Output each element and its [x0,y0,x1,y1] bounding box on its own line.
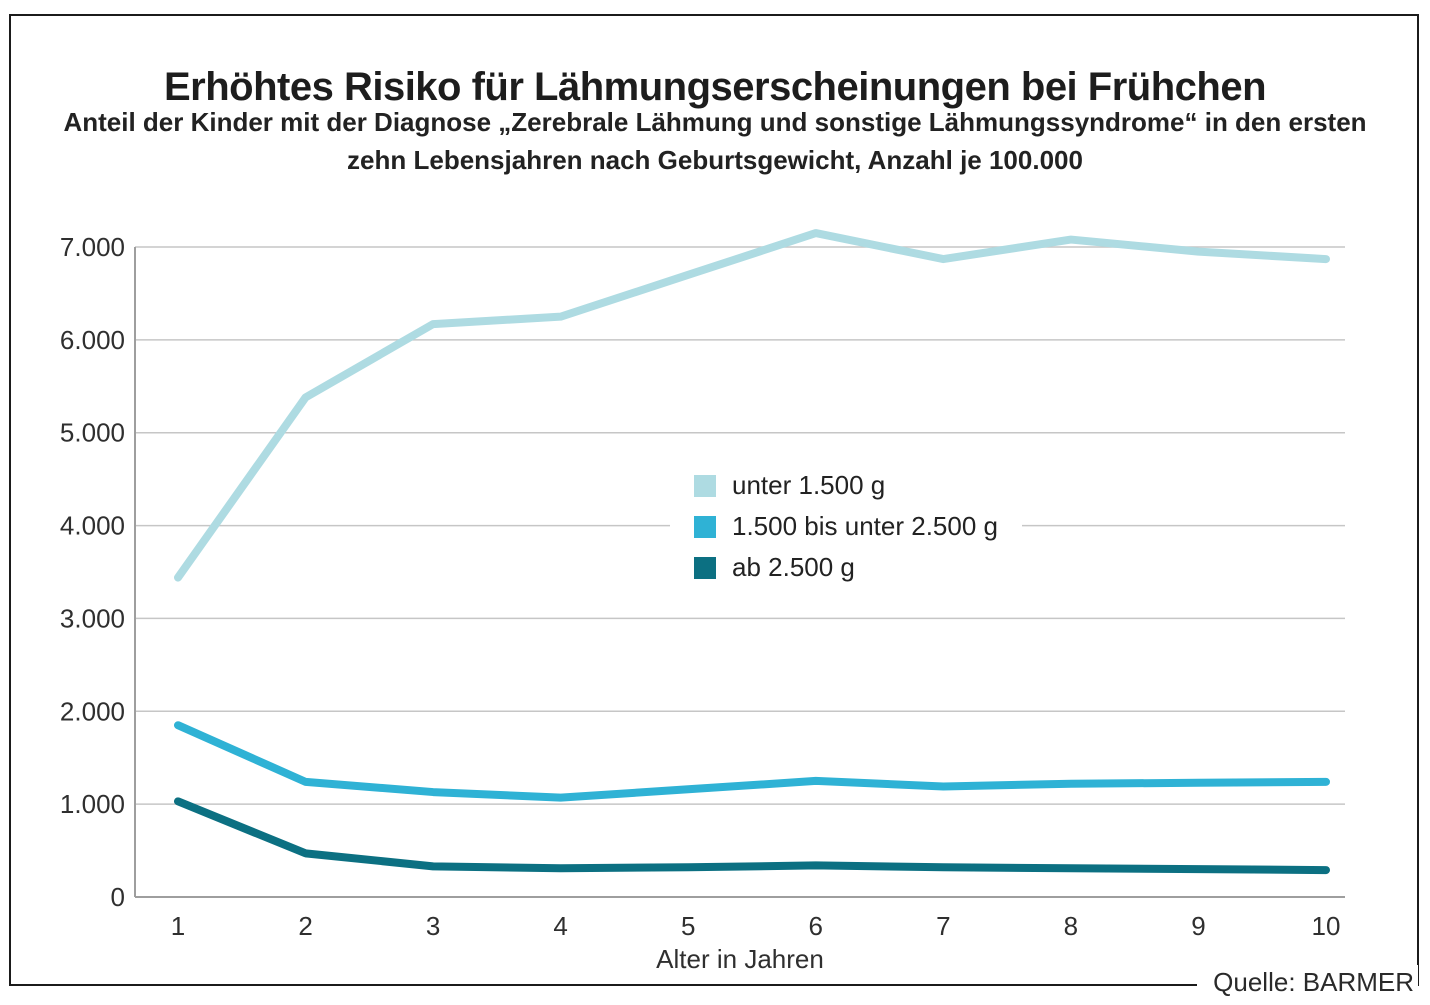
legend-swatch-1500-to-2500 [694,515,716,538]
legend-label: ab 2.500 g [732,552,855,582]
series-line-2 [174,797,1330,875]
legend-swatch-over-2500 [694,556,716,579]
x-tick-label: 7 [936,911,950,941]
y-tick-label: 5.000 [60,418,125,448]
x-tick-label: 6 [809,911,823,941]
y-tick-label: 6.000 [60,325,125,355]
x-tick-label: 3 [426,911,440,941]
legend-label: unter 1.500 g [732,470,886,500]
y-tick-label: 2.000 [60,696,125,726]
x-tick-label: 4 [553,911,567,941]
y-tick-label: 1.000 [60,789,125,819]
x-tick-label: 5 [681,911,695,941]
y-tick-label: 7.000 [60,232,125,262]
source-credit: Quelle: BARMER [1197,965,1418,1002]
series-line-0 [174,229,1330,582]
legend-item: 1.500 bis unter 2.500 g [694,511,998,542]
y-tick-label: 0 [111,882,125,912]
x-tick-label: 1 [171,911,185,941]
x-tick-label: 10 [1312,911,1341,941]
y-tick-label: 4.000 [60,511,125,541]
x-tick-label: 8 [1064,911,1078,941]
series-line-1 [174,721,1330,802]
x-axis-title: Alter in Jahren [656,944,824,974]
legend-item: ab 2.500 g [694,552,998,583]
x-tick-label: 2 [298,911,312,941]
y-tick-label: 3.000 [60,603,125,633]
chart-title: Erhöhtes Risiko für Lähmungserscheinunge… [163,64,1267,109]
legend-swatch-under-1500 [694,474,716,497]
chart-subtitle: Anteil der Kinder mit der Diagnose „Zere… [63,107,1367,175]
legend-label: 1.500 bis unter 2.500 g [732,511,998,541]
x-tick-label: 9 [1191,911,1205,941]
legend-item: unter 1.500 g [694,470,998,501]
legend: unter 1.500 g 1.500 bis unter 2.500 g ab… [670,460,1022,595]
